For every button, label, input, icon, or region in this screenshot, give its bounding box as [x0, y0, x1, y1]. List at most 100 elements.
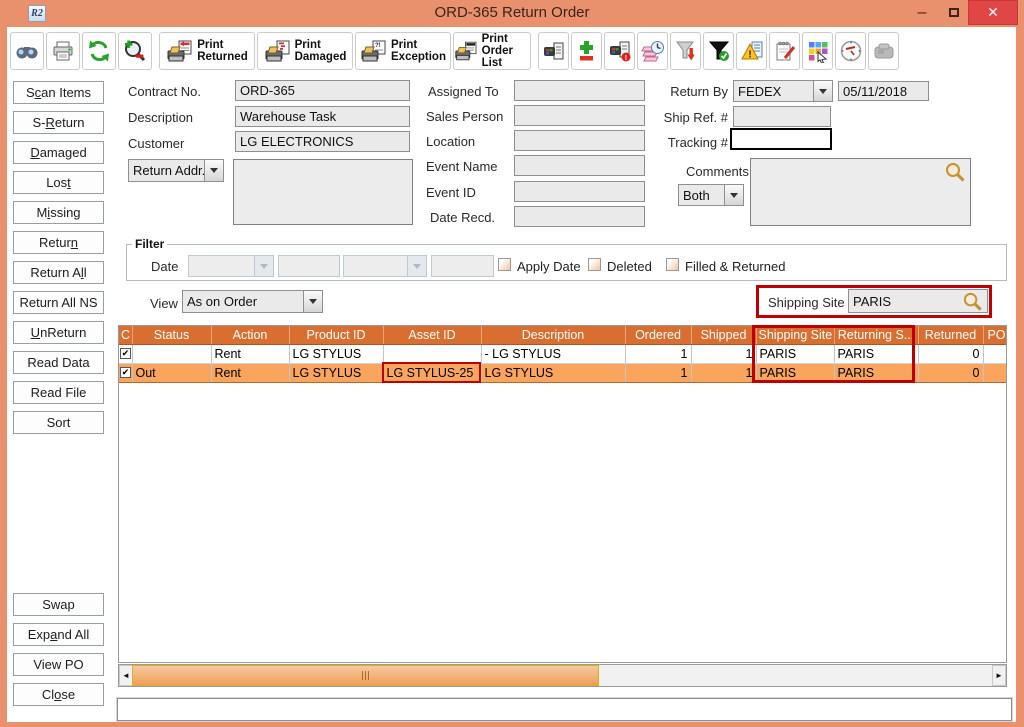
table-row-selected[interactable]: ✔ Out Rent LG STYLUS LG STYLUS-25 LG STY… — [119, 363, 1006, 383]
close-button[interactable]: ✕ — [968, 0, 1018, 25]
col-header-action[interactable]: Action — [211, 326, 290, 345]
find-button[interactable] — [10, 32, 44, 70]
cell-po[interactable] — [983, 344, 1006, 364]
col-header-product-id[interactable]: Product ID — [289, 326, 384, 345]
dropdown-arrow-button[interactable] — [204, 160, 223, 181]
col-header-po[interactable]: PO — [983, 326, 1006, 345]
sidebar-button-damaged[interactable]: Damaged — [13, 141, 104, 164]
comments-mode-dropdown[interactable]: Both — [678, 184, 744, 206]
col-header-status[interactable]: Status — [132, 326, 212, 345]
cell-asset-id[interactable]: LG STYLUS-25 — [383, 363, 482, 383]
deleted-checkbox[interactable] — [588, 258, 601, 271]
col-header-check[interactable]: C — [119, 326, 133, 345]
sidebar-button-expand-all[interactable]: Expand All — [13, 623, 104, 646]
sidebar-button-s-return[interactable]: S-Return — [13, 111, 104, 134]
return-addr-dropdown[interactable]: Return Addr... — [128, 159, 224, 182]
horizontal-scrollbar[interactable]: ◄ ► — [118, 664, 1007, 687]
comments-textarea[interactable] — [750, 158, 971, 226]
col-header-returning-site[interactable]: Returning S... — [834, 326, 919, 345]
sidebar-button-close[interactable]: Close — [13, 683, 104, 706]
cell-returned[interactable]: 0 — [918, 363, 984, 383]
return-addr-textarea[interactable] — [233, 159, 413, 225]
cell-status[interactable]: Out — [132, 363, 212, 383]
schedule-button[interactable] — [637, 32, 668, 70]
col-header-shipping-site[interactable]: Shipping Site — [756, 326, 835, 345]
view-dropdown[interactable]: As on Order — [182, 290, 323, 313]
table-row[interactable]: ✔ Rent LG STYLUS - LG STYLUS 1 1 PARIS P… — [119, 344, 1006, 364]
cell-description[interactable]: - LG STYLUS — [481, 344, 626, 364]
row-checkbox[interactable]: ✔ — [120, 367, 131, 378]
refresh-button[interactable] — [82, 32, 116, 70]
cell-returned[interactable]: 0 — [918, 344, 984, 364]
cell-shipping-site[interactable]: PARIS — [756, 363, 835, 383]
col-header-asset-id[interactable]: Asset ID — [383, 326, 482, 345]
col-header-ordered[interactable]: Ordered — [625, 326, 692, 345]
minimize-button[interactable]: – — [917, 3, 927, 21]
sidebar-button-return-all-ns[interactable]: Return All NS — [13, 291, 104, 314]
cell-returning-site[interactable]: PARIS — [834, 363, 919, 383]
add-remove-button[interactable] — [571, 32, 602, 70]
dropdown-arrow-button[interactable] — [813, 81, 832, 101]
sidebar-button-missing[interactable]: Missing — [13, 201, 104, 224]
status-input-bar[interactable] — [116, 697, 1013, 722]
cell-returning-site[interactable]: PARIS — [834, 344, 919, 364]
scan-alert-button[interactable]: ! — [604, 32, 635, 70]
sidebar-button-unreturn[interactable]: UnReturn — [13, 321, 104, 344]
cell-shipped[interactable]: 1 — [691, 344, 757, 364]
layout-button[interactable] — [802, 32, 833, 70]
sidebar-button-read-file[interactable]: Read File — [13, 381, 104, 404]
sidebar-button-scan-items[interactable]: Scan Items — [13, 81, 104, 104]
maximize-button[interactable] — [940, 0, 968, 25]
cell-action[interactable]: Rent — [211, 363, 290, 383]
print-order-list-button[interactable]: Print Order List — [453, 32, 531, 70]
apply-date-checkbox[interactable] — [498, 258, 511, 271]
col-header-shipped[interactable]: Shipped — [691, 326, 757, 345]
funnel-download-button[interactable] — [670, 32, 701, 70]
cell-status[interactable] — [132, 344, 212, 364]
cell-description[interactable]: LG STYLUS — [481, 363, 626, 383]
scroll-right-button[interactable]: ► — [992, 665, 1006, 686]
sidebar-button-lost[interactable]: Lost — [13, 171, 104, 194]
ship-ref-label: Ship Ref. # — [663, 110, 728, 125]
sidebar-button-sort[interactable]: Sort — [13, 411, 104, 434]
notes-button[interactable] — [769, 32, 800, 70]
timer-button[interactable] — [835, 32, 866, 70]
col-header-returned[interactable]: Returned — [918, 326, 984, 345]
scan-items-toolbar-button[interactable] — [538, 32, 569, 70]
tracking-field[interactable] — [730, 128, 832, 150]
search-icon[interactable] — [944, 161, 966, 183]
cell-product-id[interactable]: LG STYLUS — [289, 344, 384, 364]
dropdown-arrow-button[interactable] — [724, 185, 743, 205]
cell-action[interactable]: Rent — [211, 344, 290, 364]
scrollbar-thumb[interactable] — [132, 665, 599, 686]
print-button[interactable] — [46, 32, 80, 70]
filled-returned-checkbox[interactable] — [666, 258, 679, 271]
dropdown-arrow-button[interactable] — [303, 291, 322, 312]
filter-legend: Filter — [135, 237, 165, 251]
row-checkbox[interactable]: ✔ — [120, 348, 131, 359]
cell-asset-id[interactable] — [383, 344, 482, 364]
zoom-button[interactable] — [118, 32, 152, 70]
scroll-left-button[interactable]: ◄ — [119, 665, 133, 686]
exception-report-button[interactable]: ! — [736, 32, 767, 70]
sidebar-button-view-po[interactable]: View PO — [13, 653, 104, 676]
return-by-date-field[interactable]: 05/11/2018 — [838, 81, 929, 101]
cell-shipped[interactable]: 1 — [691, 363, 757, 383]
print-returned-button[interactable]: Print Returned — [159, 32, 255, 70]
cell-ordered[interactable]: 1 — [625, 344, 692, 364]
cell-shipping-site[interactable]: PARIS — [756, 344, 835, 364]
sidebar-button-read-data[interactable]: Read Data — [13, 351, 104, 374]
app-icon[interactable]: R2 — [28, 5, 46, 22]
print-exception-button[interactable]: ?! Print Exception — [355, 32, 451, 70]
cell-po[interactable] — [983, 363, 1006, 383]
sidebar-button-return-all[interactable]: Return All — [13, 261, 104, 284]
sidebar-button-swap[interactable]: Swap — [13, 593, 104, 616]
return-by-dropdown[interactable]: FEDEX — [733, 80, 833, 102]
print-damaged-button[interactable]: Print Damaged — [257, 32, 353, 70]
cell-product-id[interactable]: LG STYLUS — [289, 363, 384, 383]
search-icon[interactable] — [962, 291, 983, 312]
cell-ordered[interactable]: 1 — [625, 363, 692, 383]
sidebar-button-return[interactable]: Return — [13, 231, 104, 254]
col-header-description[interactable]: Description — [481, 326, 626, 345]
filter-ok-button[interactable] — [703, 32, 734, 70]
